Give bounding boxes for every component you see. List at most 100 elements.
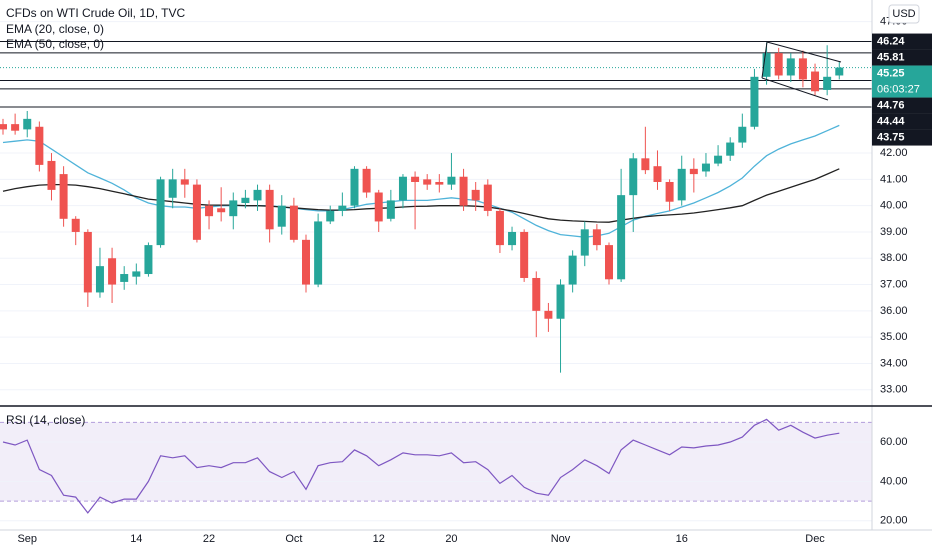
candle-body [83, 231, 92, 293]
trend-line [761, 41, 768, 79]
level-label-box [872, 129, 932, 146]
currency-box[interactable] [888, 4, 920, 24]
legend-entry: EMA (50, close, 0) [6, 37, 104, 51]
candle-body [168, 179, 177, 198]
axis: 33.00 34.00 35.00 36.00 37.00 38.00 39.00 40.00… [17, 15, 907, 544]
candle-body [411, 176, 420, 182]
candle-body [386, 200, 395, 219]
level-label: 45.81 [877, 51, 905, 63]
countdown: 06:03:27 [877, 83, 920, 95]
trend-line [761, 77, 829, 101]
candle-body [374, 192, 383, 222]
candle-body [508, 231, 517, 246]
candle-body [338, 205, 347, 211]
candle-body [750, 76, 759, 127]
y-tick-label: 37.00 [880, 278, 908, 290]
candle-body [556, 284, 565, 319]
x-tick-label: 20 [445, 533, 457, 545]
y-tick-label: 33.00 [880, 384, 908, 396]
candle-body [592, 229, 601, 246]
currency[interactable]: USD [892, 8, 915, 20]
candle-body [689, 168, 698, 175]
candle-body [314, 221, 323, 285]
x-tick-label: Dec [805, 533, 825, 545]
candle-body [823, 76, 832, 90]
candle-body [423, 179, 432, 185]
y-tick-label: 40.00 [880, 475, 908, 487]
grid [0, 21, 872, 522]
candle-body [714, 155, 723, 164]
candle-body [326, 210, 335, 222]
level-label-box [872, 49, 932, 66]
candle-body [241, 197, 250, 204]
candle-body [605, 245, 613, 280]
y-tick-label: 36.00 [880, 305, 908, 317]
candle-body [726, 142, 735, 156]
candle-body [289, 205, 298, 240]
rsi-title: RSI (14, close) [6, 413, 85, 427]
candle-body [23, 118, 32, 130]
candle-body [192, 184, 201, 240]
candle-body [471, 189, 480, 201]
candle-body [617, 195, 626, 280]
flag-pattern [761, 41, 842, 101]
candle-body [108, 258, 117, 285]
level-label-box [872, 97, 932, 114]
x-tick-label: 12 [373, 533, 385, 545]
candle-body [459, 176, 468, 206]
candle-body [435, 181, 444, 185]
candle-body [811, 71, 820, 92]
candle-body [580, 229, 589, 256]
candle-body [774, 53, 783, 76]
level-label: 46.24 [877, 35, 905, 47]
candle-body [483, 184, 492, 211]
candle-body [701, 163, 710, 172]
y-tick-label: 60.00 [880, 436, 908, 448]
candle-body [629, 158, 638, 196]
legend-entry: EMA (20, close, 0) [6, 22, 104, 36]
ema-line [2, 168, 840, 223]
candle-body [677, 168, 686, 201]
x-tick-label: Oct [285, 533, 302, 545]
candle-body [47, 160, 56, 190]
candle-body [520, 231, 529, 278]
price-labels: 46.24 45.81 45.25 06:03:27 44.76 44.44 43.75 [872, 33, 932, 146]
candle-body [35, 126, 44, 165]
candle-body [277, 205, 286, 227]
levels [0, 41, 872, 108]
last-price-label: 45.25 [877, 67, 905, 79]
candle-body [71, 218, 80, 232]
candle-body [362, 168, 371, 193]
candle-body [653, 166, 662, 182]
candle-body [144, 245, 153, 275]
candle-body [205, 205, 214, 217]
x-tick-label: 16 [676, 533, 688, 545]
ema-line [2, 124, 840, 238]
x-tick-label: Nov [551, 533, 571, 545]
candle-body [180, 179, 189, 185]
x-tick-label: 14 [130, 533, 142, 545]
y-tick-label: 40.00 [880, 200, 908, 212]
candle-body [447, 176, 456, 185]
x-tick-label: Sep [17, 533, 37, 545]
level-label: 44.44 [877, 115, 905, 127]
level-label: 44.76 [877, 99, 905, 111]
candle-body [398, 176, 407, 201]
candle-body [532, 277, 541, 311]
candle-body [59, 174, 68, 219]
level-label-box [872, 113, 932, 130]
candle-body [0, 124, 7, 130]
rsi-band [0, 422, 872, 502]
candle-body [665, 181, 674, 202]
candle-body [265, 189, 274, 230]
y-tick-label: 20.00 [880, 515, 908, 527]
candle-body [544, 310, 553, 319]
y-tick-label: 35.00 [880, 331, 908, 343]
y-tick-label: 38.00 [880, 252, 908, 264]
candle-body [350, 168, 359, 206]
candle-body [120, 274, 129, 282]
candle-body [786, 58, 795, 76]
candle-body [156, 179, 165, 246]
